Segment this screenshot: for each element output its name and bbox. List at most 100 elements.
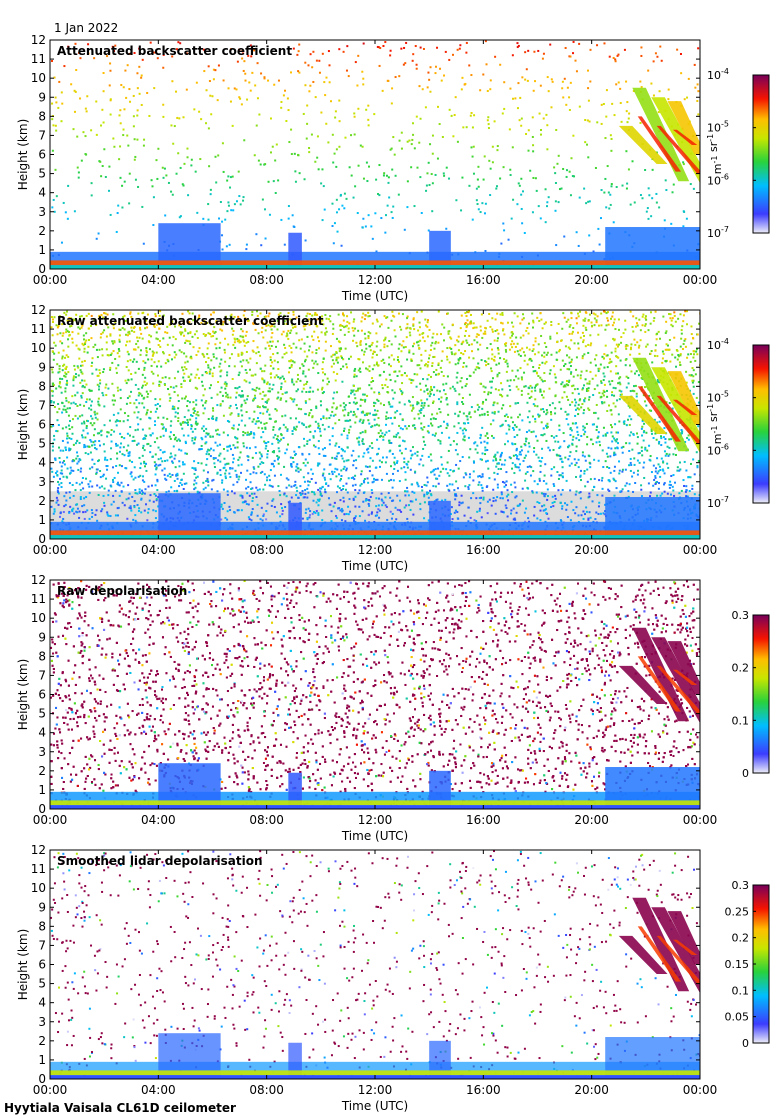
y-tick-label: 8 (38, 109, 46, 123)
y-tick-label: 9 (38, 630, 46, 644)
y-tick-label: 5 (38, 707, 46, 721)
y-tick-label: 1 (38, 1053, 46, 1067)
colorbar-tick-label: 0.1 (732, 984, 750, 997)
x-tick-label: 04:00 (141, 543, 176, 557)
y-tick-label: 5 (38, 977, 46, 991)
panel-title: Raw attenuated backscatter coefficient (57, 314, 324, 328)
panel-3: Raw depolarisation0123456789101112Height… (16, 573, 770, 843)
x-axis-label: Time (UTC) (341, 559, 408, 573)
x-tick-label: 20:00 (574, 813, 609, 827)
ice-cloud (618, 897, 700, 994)
y-tick-label: 1 (38, 513, 46, 527)
x-tick-label: 16:00 (466, 273, 501, 287)
colorbar: 10-710-610-510-4m-1 sr-1 (706, 337, 770, 510)
colorbar-tick-label: 0.3 (732, 609, 750, 622)
y-tick-label: 10 (31, 881, 46, 895)
y-tick-label: 10 (31, 71, 46, 85)
x-tick-label: 04:00 (141, 1083, 176, 1097)
plot-area (50, 850, 700, 1079)
y-tick-label: 5 (38, 167, 46, 181)
y-tick-label: 6 (38, 958, 46, 972)
y-tick-label: 2 (38, 764, 46, 778)
x-axis: 00:00 04:00 08:00 12:00 16:00 20:00 00:00 Time … (33, 580, 718, 843)
x-axis-label: Time (UTC) (341, 829, 408, 843)
panel-4: Smoothed lidar depolarisation01234567891… (16, 843, 770, 1113)
colorbar-tick-label: 0.25 (725, 905, 750, 918)
x-tick-label: 00:00 (683, 543, 718, 557)
colorbar-gradient (752, 614, 770, 774)
y-tick-label: 3 (38, 475, 46, 489)
y-tick-label: 11 (31, 592, 46, 606)
x-tick-label: 20:00 (574, 273, 609, 287)
y-tick-label: 10 (31, 341, 46, 355)
y-tick-label: 12 (31, 303, 46, 317)
x-tick-label: 04:00 (141, 813, 176, 827)
x-tick-label: 16:00 (466, 543, 501, 557)
y-tick-label: 6 (38, 688, 46, 702)
ice-cloud (618, 627, 700, 724)
y-tick-label: 0 (38, 532, 46, 546)
y-tick-label: 4 (38, 186, 46, 200)
colorbar-tick-label: 0.1 (732, 714, 750, 727)
panel-2: Raw attenuated backscatter coefficient 0 1… (16, 303, 770, 573)
y-tick-label: 1 (38, 783, 46, 797)
y-tick-label: 7 (38, 668, 46, 682)
x-axis-label: Time (UTC) (341, 289, 408, 303)
x-tick-label: 08:00 (249, 1083, 284, 1097)
noise-field (51, 40, 700, 269)
y-tick-label: 3 (38, 1015, 46, 1029)
panel-1: Attenuated backscatter coefficient012345… (16, 33, 770, 303)
colorbar-tick-label: 0.15 (725, 958, 750, 971)
x-tick-label: 00:00 (33, 273, 68, 287)
x-axis-label: Time (UTC) (341, 1099, 408, 1113)
y-tick-label: 12 (31, 33, 46, 47)
x-tick-label: 12:00 (358, 1083, 393, 1097)
x-tick-label: 16:00 (466, 813, 501, 827)
y-tick-label: 0 (38, 262, 46, 276)
x-tick-label: 12:00 (358, 813, 393, 827)
y-tick-label: 6 (38, 418, 46, 432)
x-tick-label: 00:00 (683, 1083, 718, 1097)
y-tick-label: 0 (38, 802, 46, 816)
colorbar-tick-label: 10-4 (707, 67, 729, 82)
noise-field (50, 850, 700, 1079)
x-axis: 00:00 04:00 08:00 12:00 16:00 20:00 00:00 Time … (33, 310, 718, 573)
y-tick-label: 7 (38, 128, 46, 142)
y-tick-label: 2 (38, 494, 46, 508)
y-axis-label: Height (km) (16, 119, 30, 190)
x-tick-label: 20:00 (574, 1083, 609, 1097)
y-tick-label: 11 (31, 862, 46, 876)
y-tick-label: 8 (38, 379, 46, 393)
y-axis-label: Height (km) (16, 659, 30, 730)
colorbar-tick-label: 0.2 (732, 932, 750, 945)
colorbar-tick-label: 10-5 (707, 120, 729, 135)
y-tick-label: 7 (38, 398, 46, 412)
y-tick-label: 3 (38, 745, 46, 759)
colorbar-tick-label: 10-5 (707, 390, 729, 405)
x-tick-label: 00:00 (683, 813, 718, 827)
x-tick-label: 12:00 (358, 543, 393, 557)
y-tick-label: 8 (38, 919, 46, 933)
colorbar-tick-label: 10-4 (707, 337, 729, 352)
panel-title: Smoothed lidar depolarisation (57, 854, 263, 868)
x-tick-label: 00:00 (33, 543, 68, 557)
y-tick-label: 4 (38, 996, 46, 1010)
x-tick-label: 00:00 (33, 1083, 68, 1097)
y-tick-label: 8 (38, 649, 46, 663)
noise-field (50, 310, 700, 539)
plot-area (50, 310, 700, 539)
y-tick-label: 9 (38, 360, 46, 374)
plot-background (50, 580, 700, 809)
y-tick-label: 11 (31, 52, 46, 66)
colorbar-tick-label: 0.2 (732, 662, 750, 675)
plot-area (50, 40, 700, 269)
y-tick-label: 6 (38, 148, 46, 162)
colorbar: 0 0.05 0.1 0.15 0.2 0.25 0.3 (725, 879, 770, 1050)
y-tick-label: 1 (38, 243, 46, 257)
colorbar-tick-label: 0.3 (732, 879, 750, 892)
